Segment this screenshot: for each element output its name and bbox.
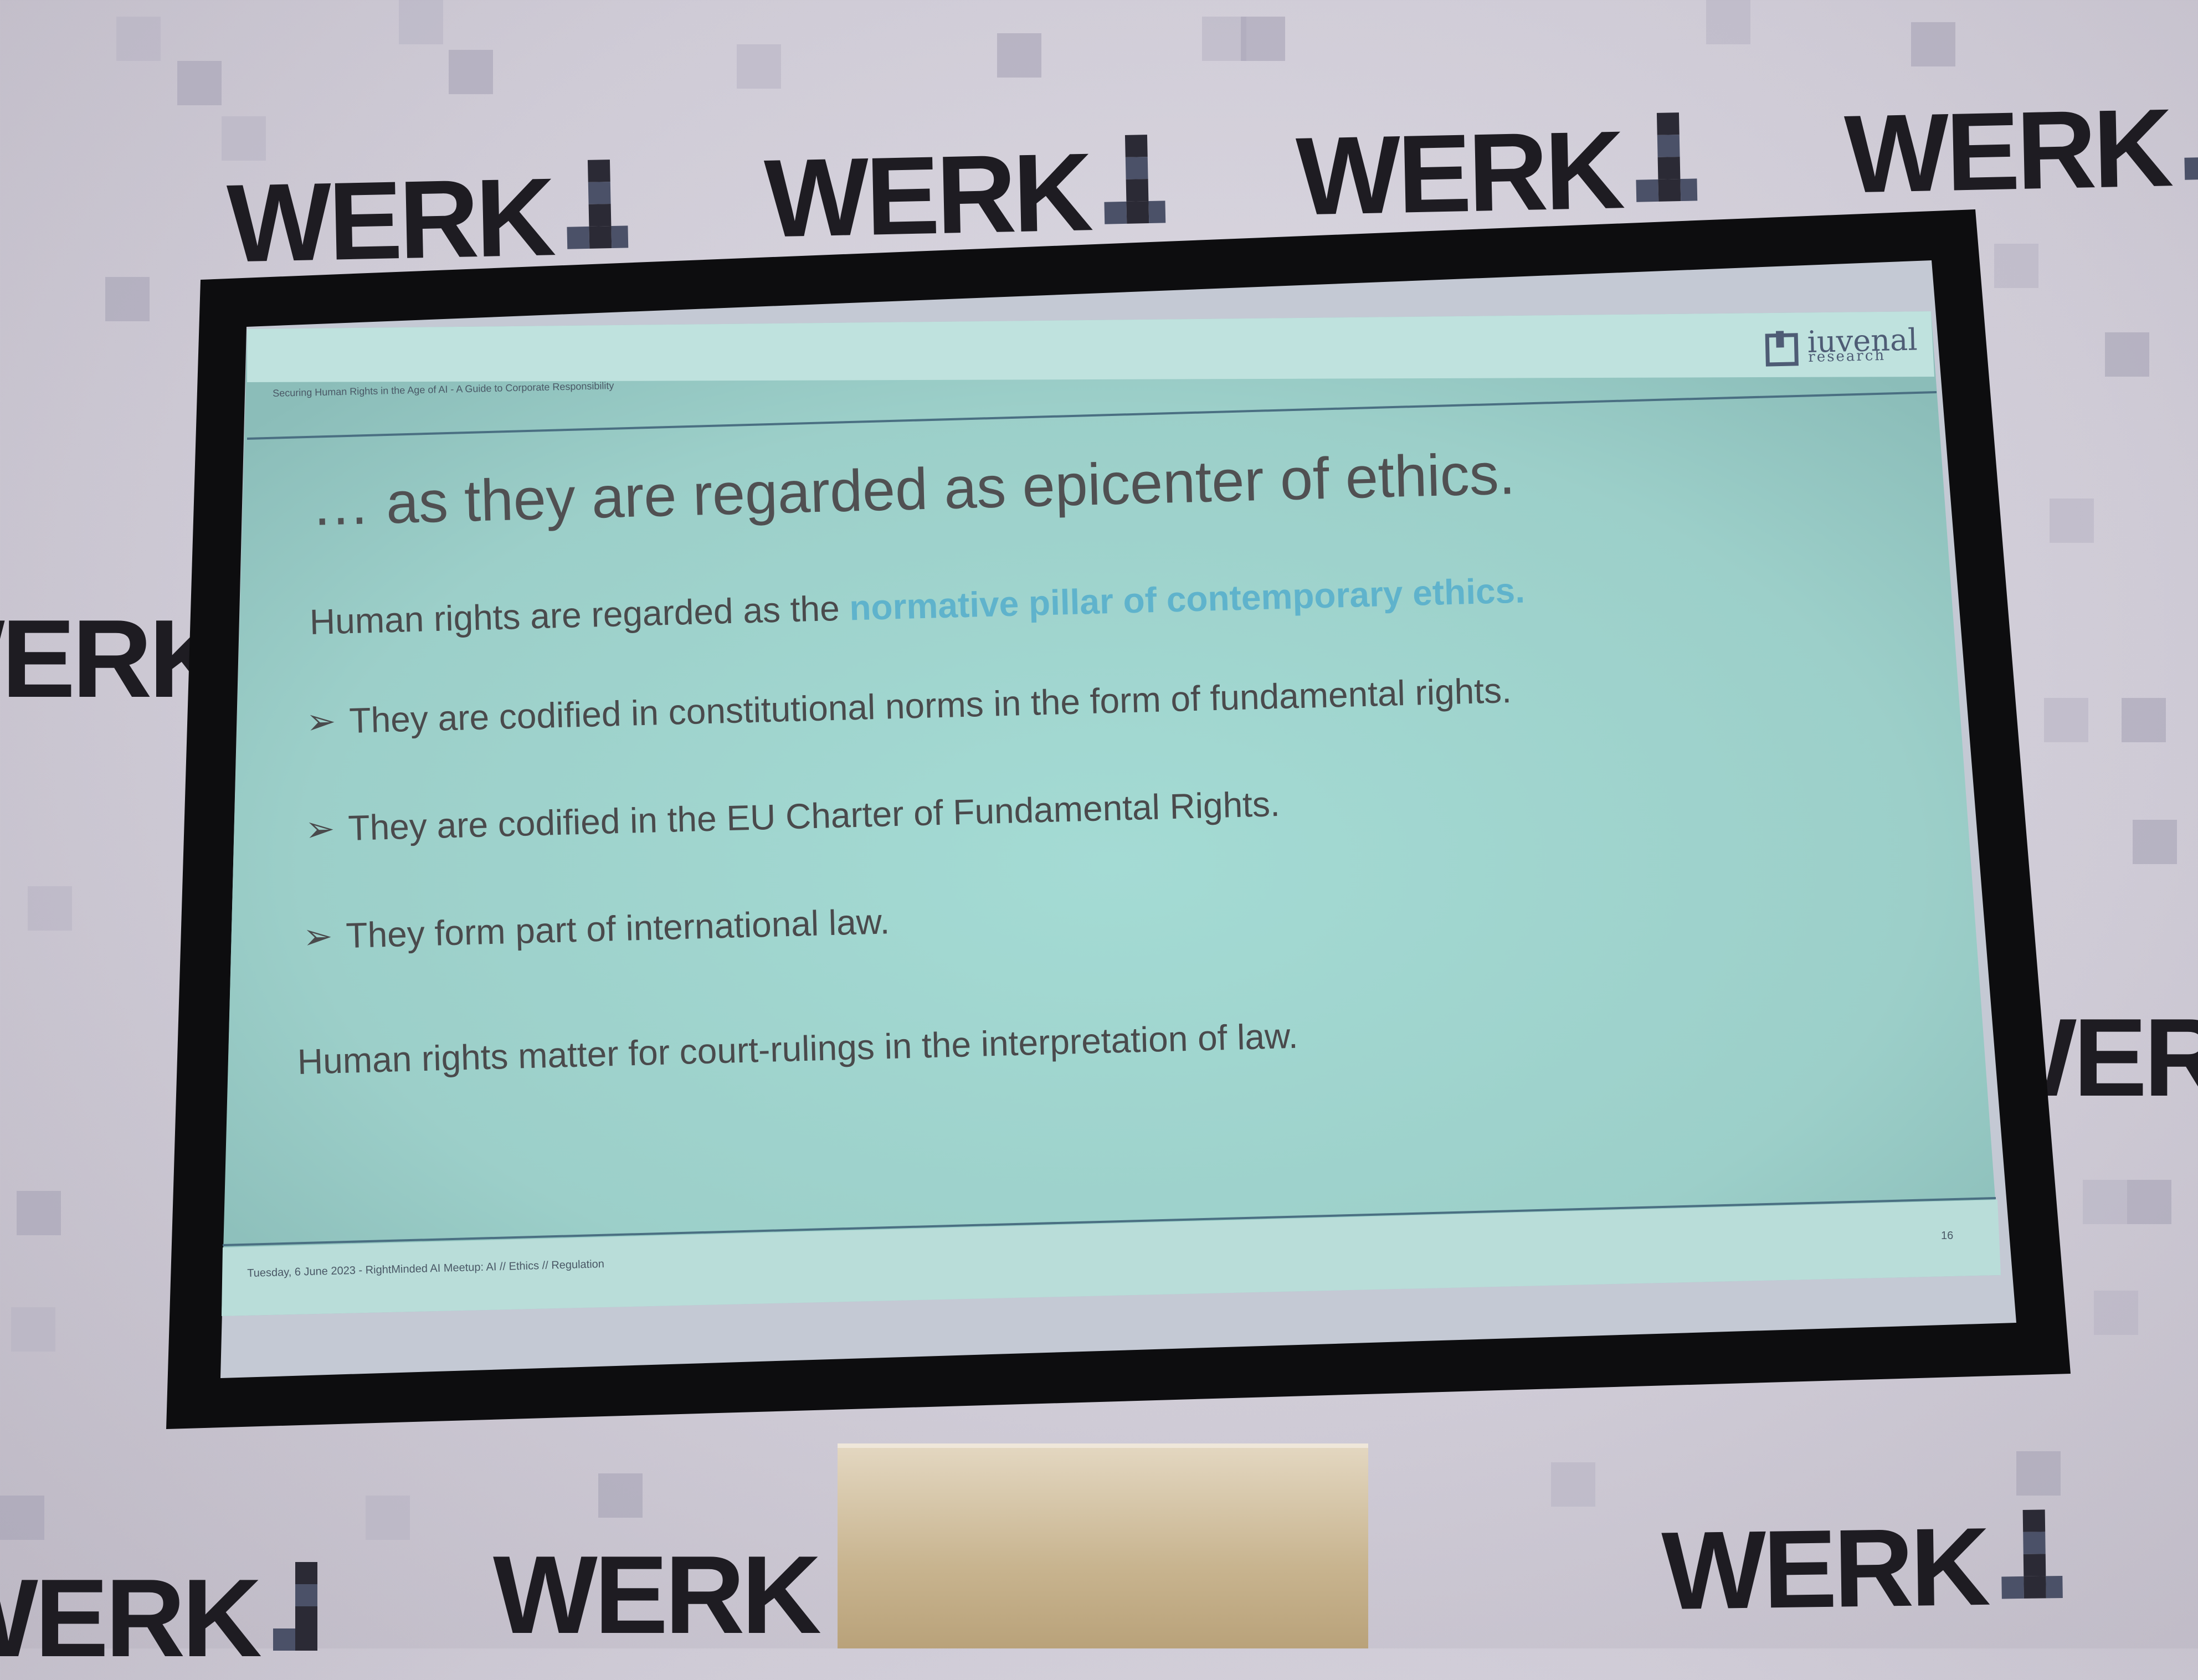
backdrop-tile [177, 61, 222, 105]
backdrop-tile [366, 1496, 410, 1540]
backdrop-tile [1202, 17, 1246, 61]
werk1-digit-icon [1103, 129, 1166, 229]
werk1-logo: WERK [1295, 106, 1698, 239]
backdrop-tile [116, 17, 161, 61]
backdrop-tile [1551, 1462, 1595, 1507]
arrow-bullet-icon: ➢ [305, 808, 336, 849]
backdrop-tile [2083, 1180, 2127, 1224]
backdrop-tile [28, 886, 72, 931]
werk1-digit-icon [273, 1556, 334, 1656]
podium [838, 1443, 1368, 1648]
werk1-digit-icon [566, 153, 629, 254]
backdrop-tile [2094, 1291, 2138, 1335]
werk1-digit-icon [1635, 106, 1698, 207]
backdrop-tile [2050, 499, 2094, 543]
backdrop-tile [2044, 698, 2088, 742]
backdrop-tile [997, 33, 1041, 78]
backdrop-tile [2127, 1180, 2171, 1224]
backdrop-tile [1706, 0, 1750, 44]
backdrop-tile [2133, 820, 2177, 864]
backdrop-tile [222, 116, 266, 161]
backdrop-tile [2122, 698, 2166, 742]
backdrop-tile [1994, 244, 2038, 288]
werk1-logo: WERK [1661, 1504, 2063, 1633]
backdrop-tile [737, 44, 781, 89]
backdrop-tile [399, 0, 443, 44]
werk1-logo: WERK [763, 129, 1166, 261]
backdrop-tile [11, 1307, 55, 1352]
backdrop-tile [2016, 1451, 2061, 1496]
slide-logo-sub: research [1808, 347, 1886, 366]
backdrop-tile [1241, 17, 1285, 61]
backdrop-tile [2105, 332, 2149, 377]
werk1-digit-icon [2001, 1504, 2063, 1605]
werk1-logo: WERK [0, 597, 229, 721]
backdrop-tile [449, 50, 493, 94]
werk1-digit-icon [2183, 84, 2198, 185]
backdrop-tile [0, 1496, 44, 1540]
werk1-logo: WERK [1972, 996, 2198, 1119]
werk1-logo: WERK [1843, 84, 2198, 217]
slide-page-number: 16 [1941, 1230, 1954, 1242]
arrow-bullet-icon: ➢ [306, 701, 337, 742]
backdrop-tile [1911, 22, 1955, 66]
werk1-logo: WERK [493, 1533, 821, 1657]
arrow-bullet-icon: ➢ [302, 916, 333, 957]
werk1-logo: WERK [226, 153, 629, 286]
backdrop-tile [105, 277, 150, 321]
werk1-logo: WERK [0, 1556, 334, 1674]
backdrop-tile [17, 1191, 61, 1235]
backdrop-tile [598, 1473, 643, 1518]
